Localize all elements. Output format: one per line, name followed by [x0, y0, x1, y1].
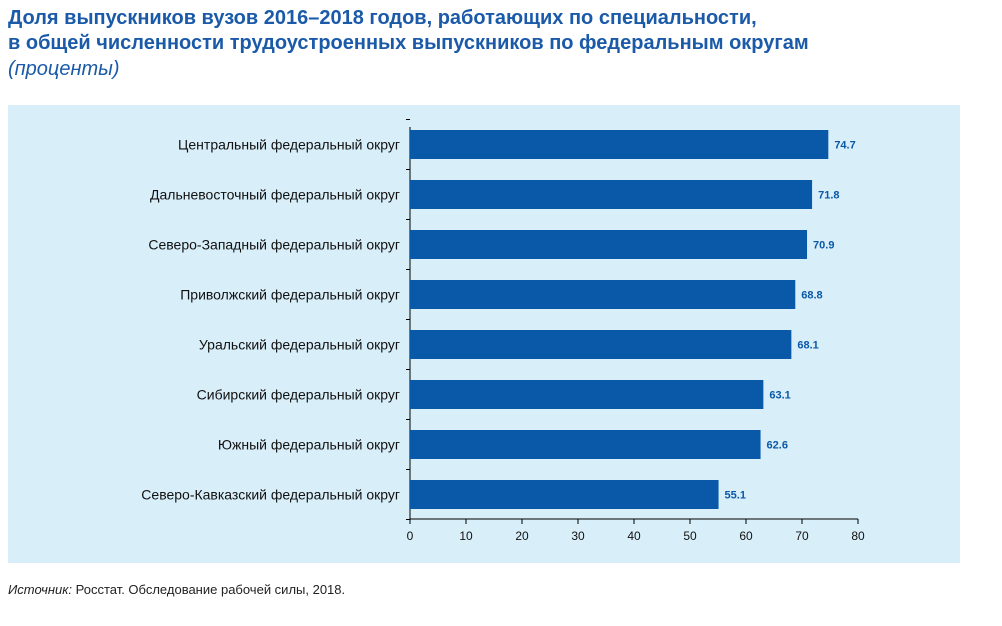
bar [410, 380, 764, 409]
category-label: Центральный федеральный округ [178, 137, 400, 153]
x-tick-label: 30 [571, 529, 585, 543]
category-label: Приволжский федеральный округ [180, 287, 400, 303]
bar [410, 180, 813, 209]
chart-panel: Центральный федеральный округ 74.7 Дальнев… [8, 105, 960, 563]
x-tick-label: 50 [683, 529, 697, 543]
category-label: Северо-Кавказский федеральный округ [141, 487, 400, 503]
value-label: 55.1 [725, 490, 746, 502]
chart-title-line-2: в общей численности трудоустроенных выпу… [8, 32, 809, 54]
bar [410, 130, 829, 159]
bar [410, 230, 808, 259]
bar [410, 480, 719, 509]
category-label: Уральский федеральный округ [199, 337, 400, 353]
chart-subtitle: (проценты) [8, 58, 120, 80]
source-label: Источник: [8, 582, 72, 597]
value-label: 68.1 [797, 340, 818, 352]
x-tick-label: 0 [407, 529, 414, 543]
source-note: Источник: Росстат. Обследование рабочей … [8, 582, 345, 597]
bar [410, 430, 761, 459]
value-label: 68.8 [801, 290, 822, 302]
x-tick-label: 20 [515, 529, 529, 543]
bar [410, 280, 796, 309]
bar [410, 330, 792, 359]
value-label: 62.6 [767, 440, 788, 452]
category-label: Сибирский федеральный округ [197, 387, 400, 403]
x-tick-label: 10 [459, 529, 473, 543]
x-tick-label: 60 [739, 529, 753, 543]
value-label: 71.8 [818, 190, 839, 202]
category-label: Дальневосточный федеральный округ [150, 187, 400, 203]
x-tick-label: 80 [851, 529, 865, 543]
x-tick-label: 40 [627, 529, 641, 543]
chart-title-line-1: Доля выпускников вузов 2016–2018 годов, … [8, 7, 757, 29]
x-tick-label: 70 [795, 529, 809, 543]
category-label: Южный федеральный округ [218, 437, 400, 453]
value-label: 63.1 [769, 390, 790, 402]
value-label: 74.7 [834, 140, 855, 152]
source-text: Росстат. Обследование рабочей силы, 2018… [72, 582, 346, 597]
value-label: 70.9 [813, 240, 834, 252]
chart-title: Доля выпускников вузов 2016–2018 годов, … [8, 6, 988, 56]
bar-chart: Центральный федеральный округ 74.7 Дальнев… [141, 119, 865, 543]
category-label: Северо-Западный федеральный округ [148, 237, 400, 253]
